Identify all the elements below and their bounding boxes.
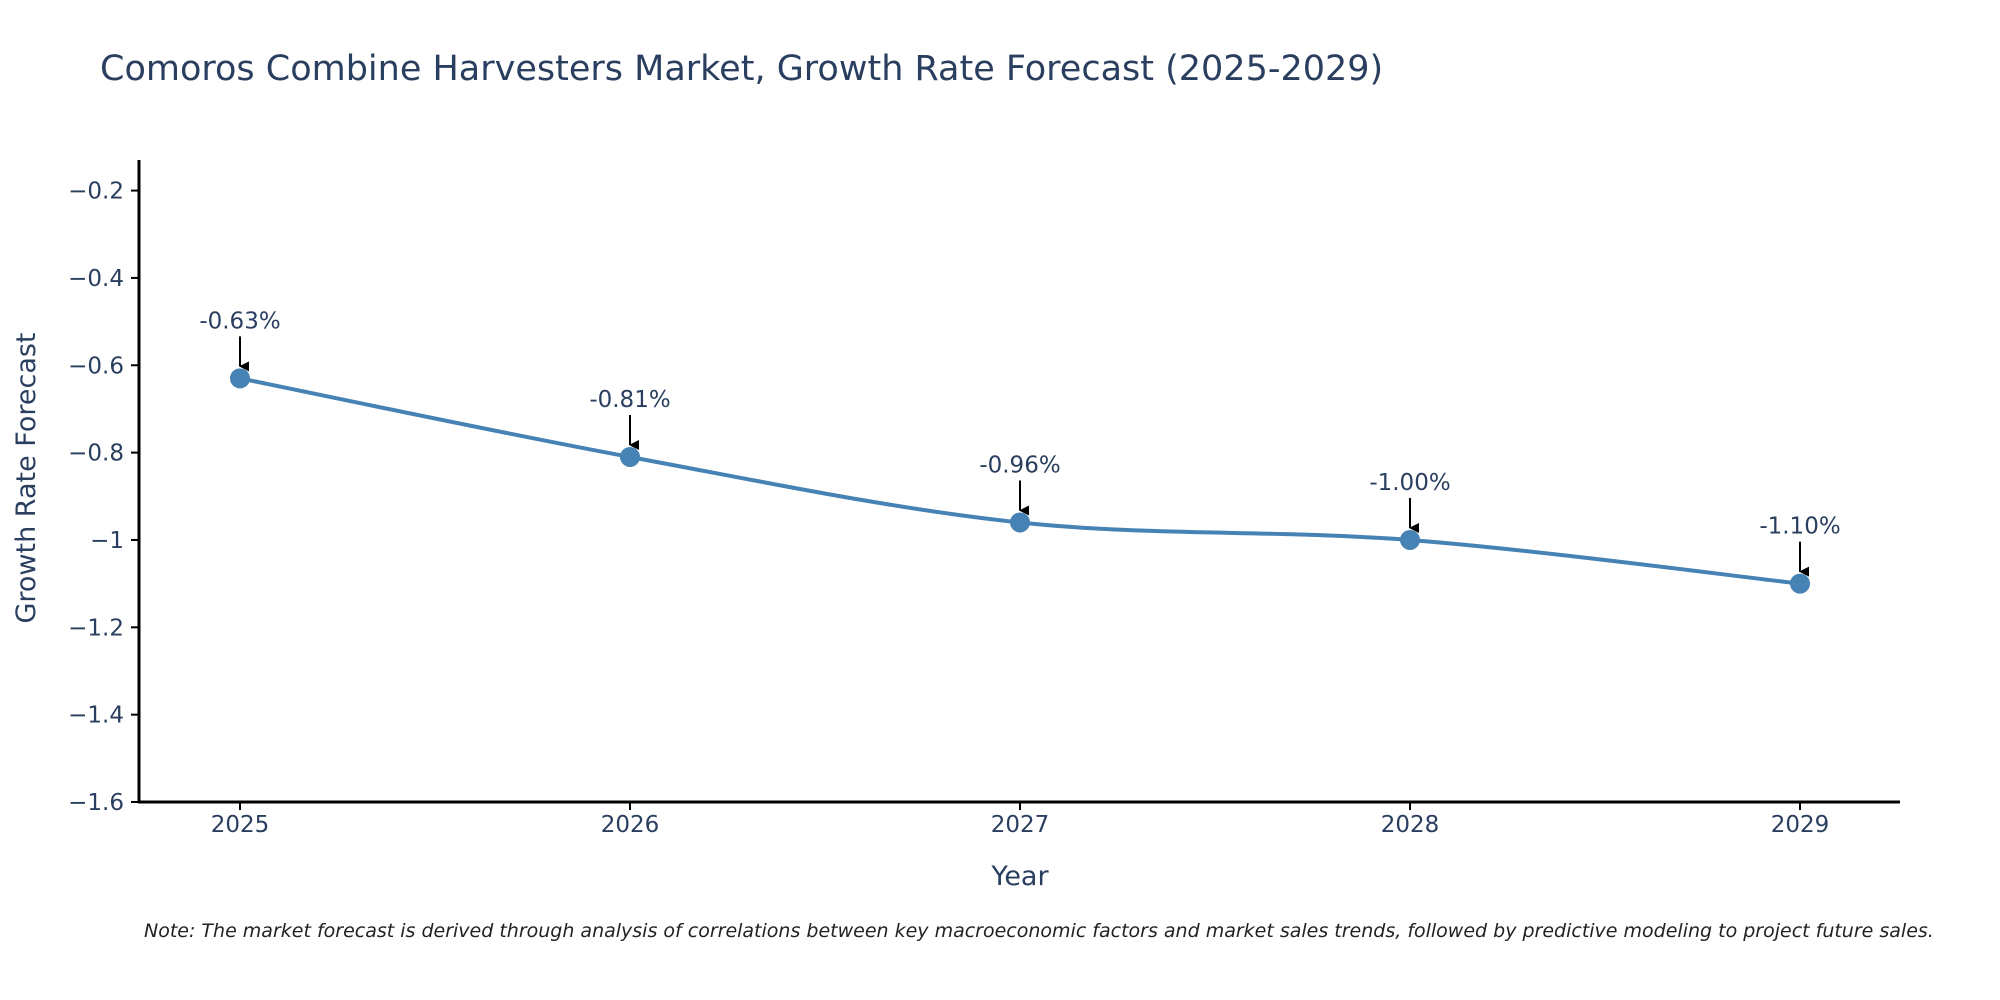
data-label: -1.00%	[1369, 470, 1450, 496]
y-axis-title: Growth Rate Forecast	[11, 332, 42, 623]
data-point	[1790, 573, 1810, 594]
y-tick-label: −1.6	[68, 790, 124, 816]
footnote: Note: The market forecast is derived thr…	[144, 920, 1934, 942]
y-axis-ticks: −0.2 −0.4 −0.6 −0.8 −1 −1.2 −1.4 −1.6	[68, 179, 139, 816]
data-annotations: -0.63% -0.81% -0.96% -1.00% -1.10%	[199, 308, 1841, 577]
x-tick-label: 2025	[211, 812, 270, 838]
x-tick-label: 2026	[601, 812, 660, 838]
data-label: -0.63%	[199, 308, 280, 334]
y-tick-label: −1.4	[68, 703, 124, 729]
y-tick-label: −0.6	[68, 353, 124, 379]
y-tick-label: −0.2	[68, 179, 124, 205]
y-tick-label: −0.4	[68, 266, 124, 292]
chart-title: Comoros Combine Harvesters Market, Growt…	[100, 49, 1383, 89]
y-tick-label: −1	[90, 528, 124, 554]
x-tick-label: 2029	[1771, 812, 1830, 838]
series-markers	[230, 368, 1810, 594]
x-axis-ticks: 2025 2026 2027 2028 2029	[211, 802, 1830, 838]
x-tick-label: 2028	[1381, 812, 1440, 838]
data-point	[620, 446, 640, 467]
data-point	[1010, 512, 1030, 533]
data-label: -0.96%	[979, 452, 1060, 478]
data-label: -1.10%	[1759, 514, 1840, 540]
y-tick-label: −0.8	[68, 441, 124, 467]
y-tick-label: −1.2	[68, 615, 124, 641]
data-label: -0.81%	[589, 387, 670, 413]
x-axis-title: Year	[990, 861, 1049, 892]
data-point	[230, 368, 250, 389]
x-tick-label: 2027	[991, 812, 1050, 838]
data-point	[1400, 529, 1420, 550]
